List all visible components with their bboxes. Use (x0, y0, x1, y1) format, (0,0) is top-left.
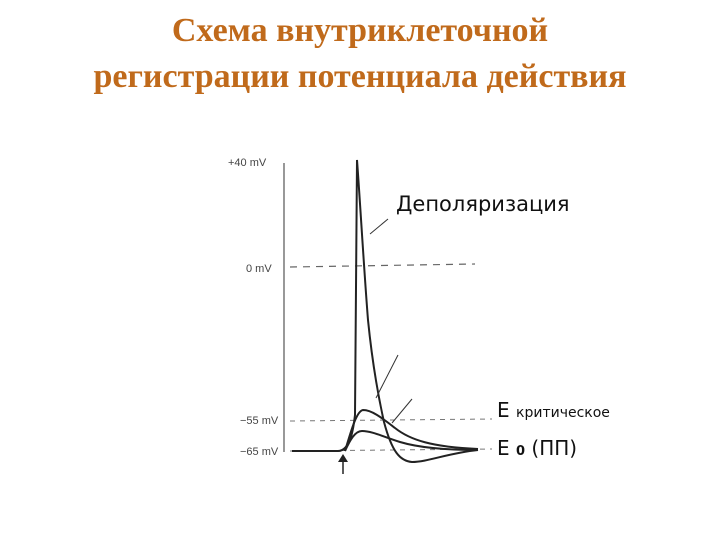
slide-title-line1: Схема внутриклеточной (171, 12, 549, 49)
label-minus55: −55 mV (240, 415, 279, 427)
e-zero-paren: (ПП) (531, 436, 578, 460)
e-zero-sub: 0 (516, 444, 526, 459)
e-critical-main: E (497, 398, 510, 422)
pointer-line-2 (375, 354, 399, 399)
e-critical-sub: критическое (516, 405, 610, 421)
subthreshold-response-2 (344, 429, 479, 452)
depolarization-label: Деполяризация (396, 192, 570, 216)
e-zero-label: E 0 (ПП) (497, 436, 577, 460)
label-plus40: +40 mV (228, 157, 267, 169)
e-critical-label: E критическое (497, 398, 610, 422)
stimulus-arrow-icon (338, 454, 348, 474)
pointer-line-3 (391, 398, 413, 424)
subthreshold-response-1 (344, 408, 479, 452)
action-potential-trace (292, 159, 479, 464)
zero-mv-line (289, 263, 476, 268)
slide-title: Схема внутриклеточной регистрации потенц… (0, 8, 720, 100)
label-zero: 0 mV (246, 263, 272, 275)
label-minus65: −65 mV (240, 446, 279, 458)
slide-title-line2: регистрации потенциала действия (93, 58, 627, 95)
depolarization-pointer (369, 218, 389, 235)
threshold-line (289, 418, 493, 422)
e-zero-main: E (497, 436, 510, 460)
